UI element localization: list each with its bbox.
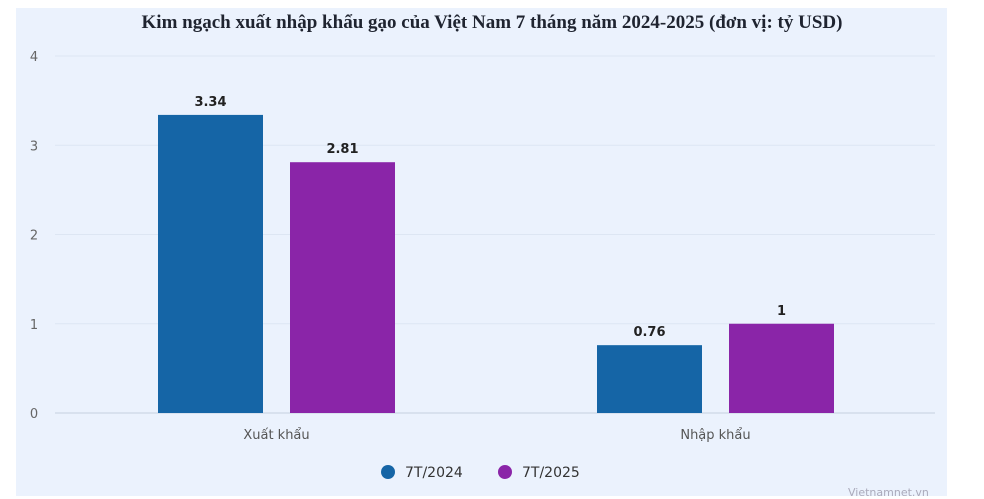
y-tick-label: 0 <box>30 407 38 422</box>
y-tick-label: 1 <box>30 318 38 333</box>
y-tick-label: 2 <box>30 229 38 244</box>
y-tick-label: 4 <box>30 50 38 65</box>
watermark: Vietnamnet.vn <box>848 486 929 499</box>
x-tick-label: Nhập khẩu <box>680 428 750 443</box>
legend-label: 7T/2025 <box>522 465 580 481</box>
legend-marker <box>498 465 512 479</box>
bar <box>290 162 395 413</box>
data-label: 3.34 <box>194 95 226 110</box>
legend-label: 7T/2024 <box>405 465 463 481</box>
y-tick-label: 3 <box>30 139 38 154</box>
bar <box>729 323 834 413</box>
data-label: 2.81 <box>326 142 358 157</box>
x-tick-label: Xuất khẩu <box>243 428 309 443</box>
legend-marker <box>381 465 395 479</box>
bar <box>158 114 263 413</box>
data-label: 0.76 <box>633 325 665 340</box>
bar <box>597 345 702 413</box>
chart-title: Kim ngạch xuất nhập khẩu gạo của Việt Na… <box>141 12 843 33</box>
data-label: 1 <box>777 304 786 319</box>
